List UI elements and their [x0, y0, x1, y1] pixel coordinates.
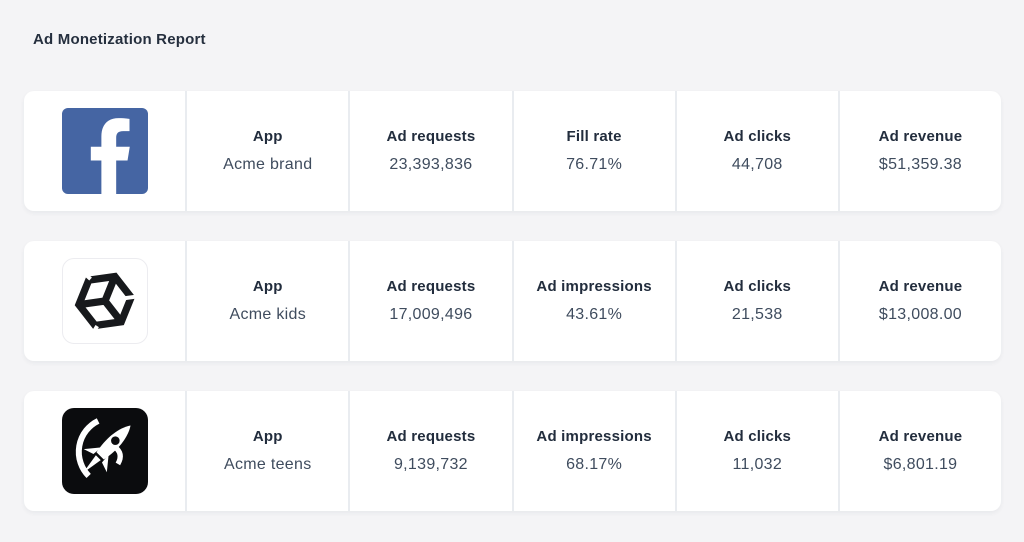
metric-label: App	[252, 278, 283, 295]
page-title: Ad Monetization Report	[33, 31, 206, 48]
metric-cell-ad-clicks: Ad clicks 44,708	[677, 91, 840, 211]
metric-label: Ad clicks	[723, 428, 792, 445]
report-row: App Acme teens Ad requests 9,139,732 Ad …	[24, 391, 1001, 511]
metric-cell-ad-impressions: Ad impressions 68.17%	[514, 391, 677, 511]
ad-monetization-report-page: Ad Monetization Report App Acme brand Ad…	[24, 31, 1001, 511]
metric-label: App	[252, 428, 283, 445]
unity-icon	[61, 258, 148, 344]
metric-value: 68.17%	[566, 456, 623, 473]
metric-cell-ad-requests: Ad requests 23,393,836	[350, 91, 514, 211]
metric-value: 43.61%	[566, 306, 623, 323]
metric-value: 23,393,836	[389, 156, 473, 173]
metric-cell-ad-clicks: Ad clicks 21,538	[677, 241, 840, 361]
metric-value: 21,538	[731, 306, 783, 323]
metric-cell-ad-impressions: Ad impressions 43.61%	[514, 241, 677, 361]
metric-value: 76.71%	[566, 156, 623, 173]
metric-label: App	[252, 128, 283, 145]
report-row: App Acme brand Ad requests 23,393,836 Fi…	[24, 91, 1001, 211]
metric-label: Ad requests	[386, 278, 476, 295]
metric-cell-ad-requests: Ad requests 17,009,496	[350, 241, 514, 361]
metric-value: $51,359.38	[878, 156, 962, 173]
metric-value: Acme brand	[223, 156, 313, 173]
metric-value: 9,139,732	[393, 456, 468, 473]
metric-value: $13,008.00	[878, 306, 962, 323]
metric-value: 11,032	[732, 456, 783, 473]
metric-cell-app: App Acme kids	[187, 241, 351, 361]
report-row: App Acme kids Ad requests 17,009,496 Ad …	[24, 241, 1001, 361]
metric-label: Ad clicks	[723, 278, 792, 295]
metric-label: Ad requests	[386, 128, 476, 145]
app-icon-cell	[24, 241, 188, 361]
metric-cell-ad-revenue: Ad revenue $6,801.19	[840, 391, 1001, 511]
metric-value: 17,009,496	[389, 306, 473, 323]
metric-label: Ad revenue	[878, 278, 963, 295]
metric-cell-ad-revenue: Ad revenue $13,008.00	[840, 241, 1001, 361]
metric-value: Acme kids	[229, 306, 306, 323]
metric-cell-ad-clicks: Ad clicks 11,032	[677, 391, 840, 511]
facebook-icon	[61, 108, 148, 194]
app-icon-cell	[24, 91, 188, 211]
metric-label: Ad revenue	[878, 428, 963, 445]
metric-cell-ad-revenue: Ad revenue $51,359.38	[840, 91, 1001, 211]
metric-label: Fill rate	[566, 128, 622, 145]
metric-value: Acme teens	[224, 456, 312, 473]
metric-cell-app: App Acme teens	[187, 391, 351, 511]
metric-label: Ad impressions	[536, 278, 652, 295]
metric-value: 44,708	[731, 156, 783, 173]
metric-label: Ad revenue	[878, 128, 963, 145]
metric-label: Ad impressions	[536, 428, 652, 445]
metric-value: $6,801.19	[883, 456, 958, 473]
metric-cell-ad-requests: Ad requests 9,139,732	[350, 391, 514, 511]
metric-label: Ad clicks	[723, 128, 792, 145]
metric-cell-app: App Acme brand	[187, 91, 351, 211]
app-icon-cell	[24, 391, 188, 511]
metric-cell-fill-rate: Fill rate 76.71%	[514, 91, 677, 211]
metric-label: Ad requests	[386, 428, 476, 445]
rocket-icon	[61, 408, 148, 494]
report-list: App Acme brand Ad requests 23,393,836 Fi…	[24, 91, 1001, 511]
